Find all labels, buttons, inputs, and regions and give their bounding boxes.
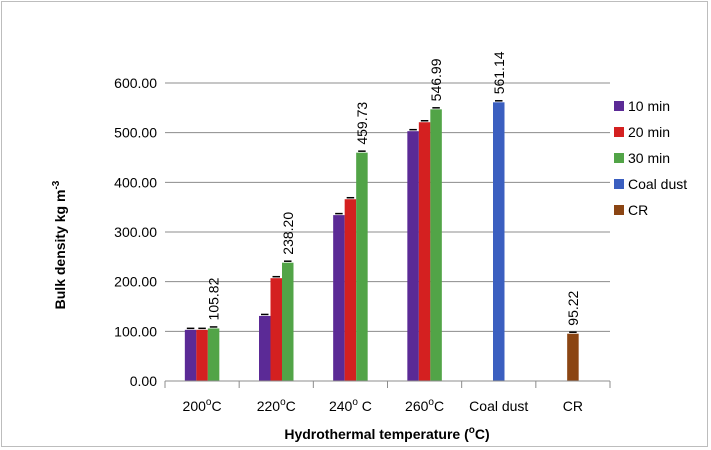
- x-tick-label: 240o C: [329, 397, 372, 414]
- data-label: 561.14: [491, 51, 507, 94]
- legend-swatch: [614, 127, 624, 137]
- bar-30-min: [282, 262, 294, 381]
- bar-30-min: [207, 328, 220, 381]
- bar-coal-dust: [493, 102, 505, 381]
- legend-swatch: [614, 101, 624, 111]
- bar-10-min: [407, 131, 419, 381]
- bar-20-min: [344, 199, 357, 381]
- bar-10-min: [184, 329, 197, 381]
- x-tick-labels: 200oC 220oC 240o C 260oC Coal dust CR: [183, 397, 583, 414]
- x-tick-label: CR: [563, 398, 583, 414]
- data-labels: 105.82 238.20 459.73 546.99 561.14 95.22: [206, 51, 581, 325]
- x-tick-label: 200oC: [183, 397, 222, 414]
- legend-swatch: [614, 205, 624, 215]
- bar-30-min: [430, 109, 442, 381]
- legend-label: 10 min: [628, 98, 670, 114]
- y-tick-label: 600.00: [114, 75, 157, 91]
- legend-label: Coal dust: [628, 176, 687, 192]
- y-tick-label: 300.00: [114, 224, 157, 240]
- data-label: 546.99: [428, 58, 444, 101]
- bar-30-min: [356, 152, 368, 381]
- bars: [184, 100, 579, 381]
- y-tick-label: 400.00: [114, 174, 157, 190]
- x-axis-label: Hydrothermal temperature (oC): [284, 425, 489, 442]
- bar-20-min: [418, 122, 431, 381]
- y-tick-label: 0.00: [130, 373, 157, 389]
- x-tick-label: 260oC: [405, 397, 444, 414]
- legend-label: 20 min: [628, 124, 670, 140]
- legend-label: 30 min: [628, 150, 670, 166]
- y-tick-label: 200.00: [114, 274, 157, 290]
- x-tick-label: 220oC: [257, 397, 296, 414]
- legend-swatch: [614, 153, 624, 163]
- x-tick-label: Coal dust: [469, 398, 528, 414]
- gridlines: [164, 82, 611, 388]
- data-label: 95.22: [565, 290, 581, 325]
- legend-swatch: [614, 179, 624, 189]
- y-axis-label: Bulk density kg m-3: [51, 180, 68, 309]
- bar-20-min: [270, 278, 282, 381]
- y-tick-label: 500.00: [114, 125, 157, 141]
- data-label: 105.82: [206, 277, 222, 320]
- y-tick-labels: 0.00 100.00 200.00 300.00 400.00 500.00 600.00: [114, 75, 157, 389]
- data-label: 459.73: [354, 102, 370, 145]
- legend: 10 min 20 min 30 min Coal dust CR: [614, 98, 687, 218]
- legend-label: CR: [628, 202, 648, 218]
- y-tick-label: 100.00: [114, 323, 157, 339]
- bar-10-min: [259, 315, 271, 381]
- bar-20-min: [196, 329, 208, 381]
- bar-cr: [567, 333, 579, 381]
- data-label: 238.20: [280, 212, 296, 255]
- bar-10-min: [333, 215, 345, 381]
